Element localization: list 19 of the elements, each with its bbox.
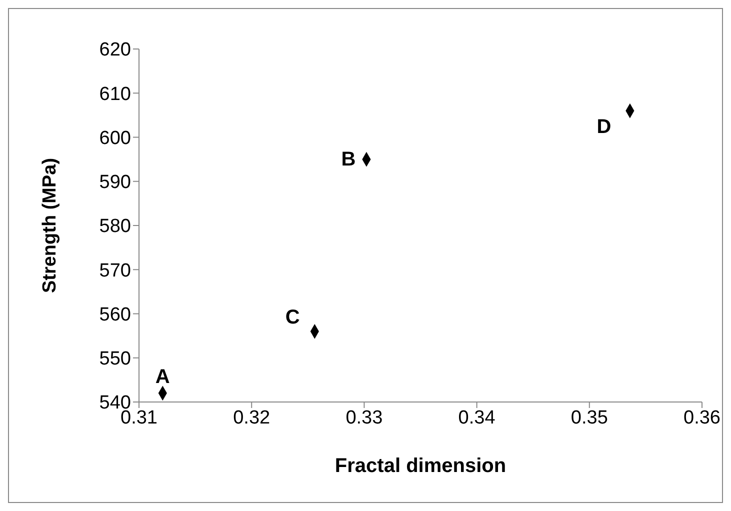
annotation: D [596, 116, 612, 138]
y-tick-label: 620 [99, 40, 131, 61]
y-tick-label: 590 [99, 172, 131, 194]
y-tick-label: 560 [99, 304, 131, 326]
y-tick-label: 550 [99, 348, 131, 370]
annotation: A [155, 366, 170, 388]
x-tick-label: 0.36 [684, 407, 720, 428]
y-tick-label: 570 [99, 260, 131, 282]
y-tick-label: 580 [99, 216, 131, 238]
x-tick-label: 0.33 [346, 407, 383, 428]
y-tick-label: 600 [99, 128, 131, 149]
x-axis-title: Fractal dimension [334, 455, 506, 477]
x-tick-label: 0.34 [458, 407, 496, 428]
y-axis-title: Strength (MPa) [40, 158, 61, 294]
x-tick-label: 0.32 [233, 407, 270, 428]
x-tick-label: 0.35 [570, 407, 608, 428]
y-tick-label: 610 [99, 84, 131, 105]
annotation: B [341, 148, 356, 170]
annotation: C [285, 306, 300, 328]
